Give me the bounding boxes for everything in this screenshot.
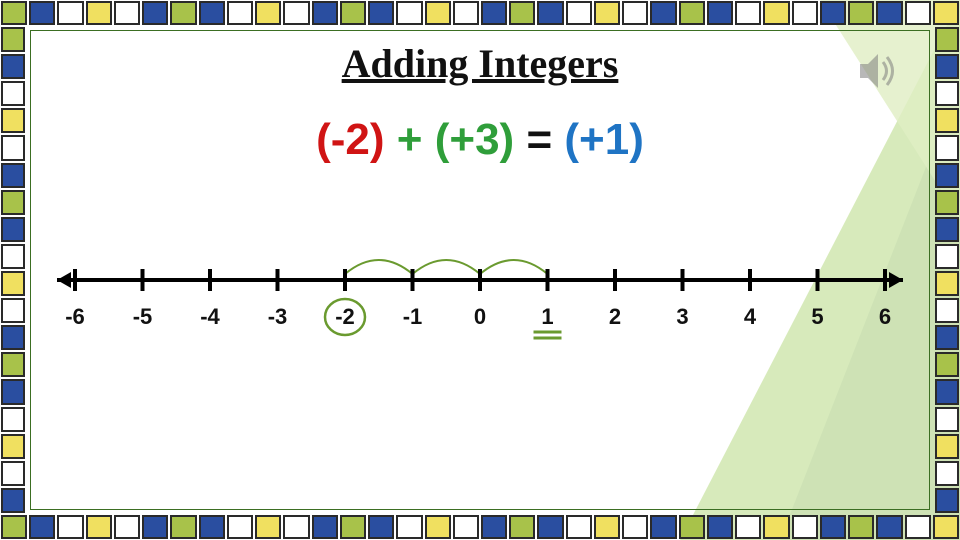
number-line-svg: -6 -5 -4 -3 -2 -1 0 1 2 3 4 5 6	[45, 225, 915, 355]
svg-text:5: 5	[811, 304, 823, 329]
equation-equals: =	[526, 115, 552, 164]
svg-text:1: 1	[541, 304, 553, 329]
svg-text:-5: -5	[133, 304, 153, 329]
svg-text:0: 0	[474, 304, 486, 329]
equation-operand-a: (-2)	[316, 115, 384, 164]
equation-result: (+1)	[564, 115, 643, 164]
border-top	[0, 0, 960, 26]
svg-text:3: 3	[676, 304, 688, 329]
slide-content: Adding Integers (-2) + (+3) = (+1) -6-5-…	[45, 40, 915, 500]
svg-text:4: 4	[744, 304, 757, 329]
equation-operand-b: (+3)	[435, 115, 514, 164]
border-left	[0, 26, 26, 514]
slide-title: Adding Integers	[45, 40, 915, 87]
svg-text:-4: -4	[200, 304, 220, 329]
svg-text:-2: -2	[335, 304, 355, 329]
svg-text:6: 6	[879, 304, 891, 329]
svg-text:2: 2	[609, 304, 621, 329]
equation-plus: +	[397, 115, 423, 164]
svg-text:-1: -1	[403, 304, 423, 329]
number-line: -6 -5 -4 -3 -2 -1 0 1 2 3 4 5 6	[45, 225, 915, 355]
border-bottom	[0, 514, 960, 540]
equation: (-2) + (+3) = (+1)	[45, 115, 915, 165]
svg-text:-3: -3	[268, 304, 288, 329]
speaker-icon	[856, 48, 902, 94]
border-right	[934, 26, 960, 514]
svg-text:-6: -6	[65, 304, 85, 329]
